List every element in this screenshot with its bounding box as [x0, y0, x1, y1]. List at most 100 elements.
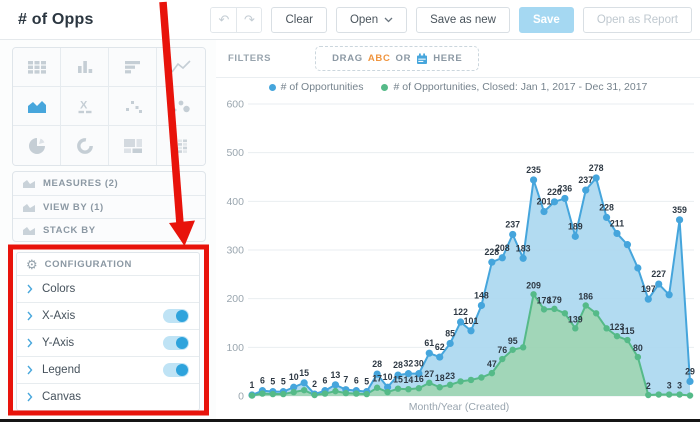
- bucket-view-by[interactable]: VIEW BY (1): [13, 195, 205, 218]
- clear-button[interactable]: Clear: [271, 7, 327, 33]
- undo-button[interactable]: ↶: [211, 8, 237, 32]
- svg-text:2: 2: [646, 381, 651, 391]
- pie-chart-icon: [28, 137, 45, 154]
- svg-text:189: 189: [568, 221, 583, 231]
- svg-text:186: 186: [578, 291, 593, 301]
- bucket-measures-label: MEASURES (2): [43, 178, 119, 189]
- bar-chart-icon: [124, 61, 140, 74]
- svg-text:18: 18: [435, 373, 445, 383]
- chart-type-donut-chart-button[interactable]: [61, 126, 109, 165]
- svg-text:30: 30: [414, 359, 424, 369]
- x-axis-toggle[interactable]: [163, 309, 189, 323]
- bucket-view-by-label: VIEW BY (1): [43, 201, 104, 213]
- svg-text:10: 10: [383, 372, 393, 382]
- save-button[interactable]: Save: [518, 7, 574, 33]
- chart-type-pie-chart-button[interactable]: [13, 126, 61, 165]
- calendar-icon: [417, 53, 428, 64]
- config-item-canvas[interactable]: Canvas: [17, 383, 199, 410]
- svg-text:209: 209: [526, 280, 541, 290]
- svg-text:28: 28: [372, 359, 382, 369]
- configuration-header-label: CONFIGURATION: [44, 258, 132, 270]
- redo-button[interactable]: ↷: [236, 8, 262, 32]
- y-axis-toggle[interactable]: [163, 336, 189, 350]
- treemap-icon: [123, 138, 142, 153]
- legend-toggle[interactable]: [163, 363, 189, 377]
- toolbar: ↶ ↷ Clear Open Save as new Save Open as …: [210, 7, 692, 33]
- svg-text:400: 400: [226, 196, 244, 208]
- configuration-panel: ⚙ CONFIGURATION Colors X-Axis Y-Axis Leg…: [16, 252, 200, 411]
- chevron-right-icon: [27, 392, 33, 402]
- svg-text:227: 227: [651, 269, 666, 279]
- svg-text:178: 178: [537, 295, 552, 305]
- svg-text:278: 278: [589, 163, 604, 173]
- column-chart-icon: [77, 61, 92, 73]
- svg-text:122: 122: [453, 307, 468, 317]
- chart-type-headline-button[interactable]: X: [61, 87, 109, 126]
- open-as-report-button[interactable]: Open as Report: [582, 7, 692, 33]
- svg-text:76: 76: [497, 345, 507, 355]
- filters-bar: FILTERS DRAG ABC OR HERE: [216, 40, 700, 78]
- chart-type-line-chart-button[interactable]: [157, 48, 205, 87]
- svg-text:235: 235: [526, 165, 541, 175]
- legend-item[interactable]: # of Opportunities: [268, 81, 363, 93]
- chart-type-column-chart-button[interactable]: [61, 48, 109, 87]
- chart-type-scatter-plot-button[interactable]: [109, 87, 157, 126]
- area-glyph-icon: [23, 226, 36, 235]
- open-button[interactable]: Open: [335, 7, 408, 33]
- chart-type-area-chart-button[interactable]: [13, 87, 61, 126]
- config-item-colors[interactable]: Colors: [17, 275, 199, 302]
- dropzone-or-text: OR: [395, 53, 412, 64]
- attribute-abc-icon: ABC: [367, 53, 391, 64]
- chart-type-treemap-button[interactable]: [109, 126, 157, 165]
- bucket-stack-by[interactable]: STACK BY: [13, 218, 205, 241]
- legend-dot-icon: [381, 83, 389, 91]
- config-item-legend[interactable]: Legend: [17, 356, 199, 383]
- svg-text:237: 237: [578, 175, 593, 185]
- svg-text:115: 115: [620, 326, 634, 336]
- bucket-measures[interactable]: MEASURES (2): [13, 172, 205, 195]
- chart-type-picker: X: [12, 47, 206, 166]
- config-item-x-axis[interactable]: X-Axis: [17, 302, 199, 329]
- chevron-right-icon: [27, 338, 33, 348]
- svg-text:237: 237: [505, 219, 520, 229]
- config-item-label: Colors: [42, 283, 76, 295]
- svg-text:201: 201: [537, 197, 552, 207]
- chevron-down-icon: [384, 17, 393, 23]
- area-glyph-icon: [23, 203, 36, 212]
- undo-icon: ↶: [218, 12, 230, 27]
- svg-text:47: 47: [487, 359, 497, 369]
- filters-label: FILTERS: [228, 53, 272, 64]
- legend-item[interactable]: # of Opportunities, Closed: Jan 1, 2017 …: [381, 81, 647, 93]
- svg-text:23: 23: [445, 371, 455, 381]
- gear-icon: ⚙: [26, 256, 38, 272]
- chevron-right-icon: [27, 284, 33, 294]
- filter-drop-zone[interactable]: DRAG ABC OR HERE: [315, 46, 480, 71]
- config-item-label: X-Axis: [42, 310, 76, 322]
- config-item-y-axis[interactable]: Y-Axis: [17, 329, 199, 356]
- svg-text:5: 5: [270, 377, 275, 387]
- bubble-chart-icon: [173, 100, 190, 113]
- svg-text:15: 15: [299, 368, 309, 378]
- svg-text:228: 228: [599, 202, 614, 212]
- svg-text:95: 95: [508, 336, 518, 346]
- chart-type-bar-chart-button[interactable]: [109, 48, 157, 87]
- open-as-report-label: Open as Report: [596, 14, 678, 26]
- chart-type-heatmap-button[interactable]: [157, 126, 205, 165]
- headline-icon: X: [78, 100, 91, 114]
- svg-text:300: 300: [226, 245, 244, 257]
- undo-redo-group: ↶ ↷: [210, 7, 263, 33]
- chart-type-bubble-chart-button[interactable]: [157, 87, 205, 126]
- save-as-new-button[interactable]: Save as new: [416, 7, 510, 33]
- svg-text:29: 29: [685, 366, 695, 376]
- table-icon: [27, 61, 46, 74]
- svg-text:7: 7: [343, 375, 348, 385]
- chevron-right-icon: [27, 365, 33, 375]
- svg-text:3: 3: [677, 381, 682, 391]
- chart-type-table-button[interactable]: [13, 48, 61, 87]
- svg-text:10: 10: [289, 372, 299, 382]
- scatter-plot-icon: [125, 101, 142, 113]
- svg-text:5: 5: [281, 377, 286, 387]
- save-as-new-label: Save as new: [430, 14, 496, 26]
- open-button-label: Open: [349, 14, 379, 26]
